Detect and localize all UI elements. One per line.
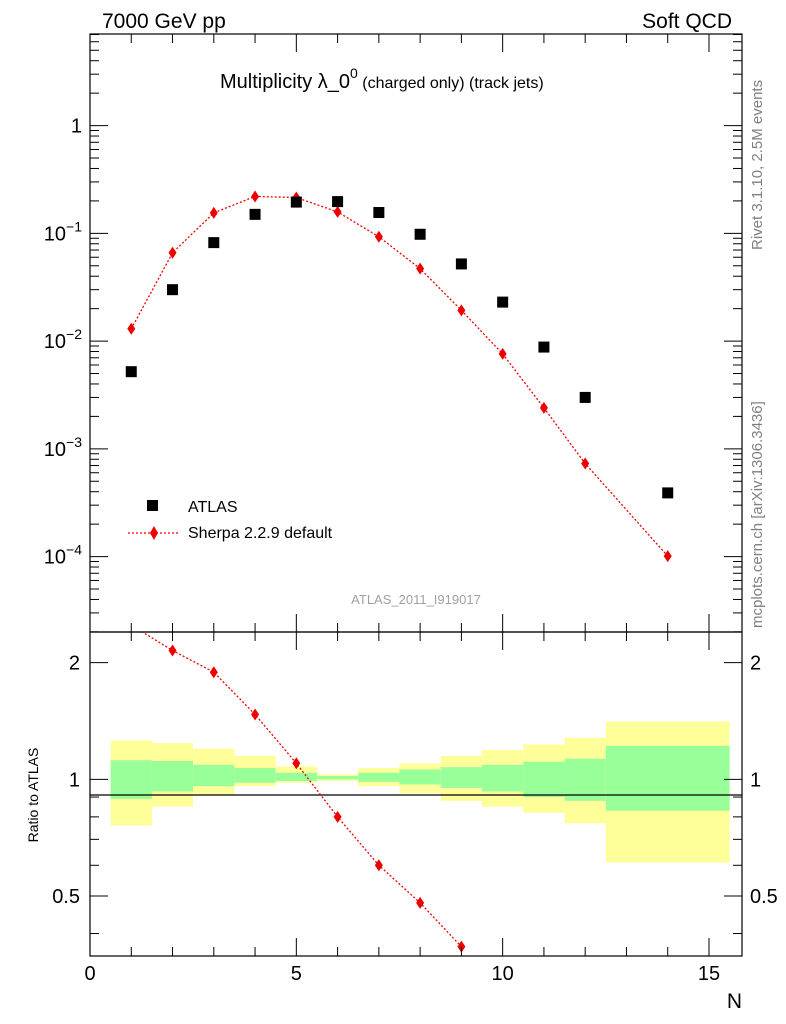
ratio-plot: 0 5 10 15 0.5 0.5 1 1 2 2 Ratio to ATLAS N (25, 631, 778, 1013)
main-ytick-exp: −1 (66, 218, 82, 234)
mc-point (581, 457, 590, 470)
legend-atlas-marker (147, 500, 158, 511)
mc-point (457, 304, 466, 317)
x-tick-label: 10 (492, 963, 514, 985)
ratio-mc-point (168, 644, 177, 657)
mc-point (127, 322, 136, 335)
ratio-series-layer (141, 632, 466, 953)
main-plot: 110−110−210−310−4 Multiplicity λ_00 (cha… (44, 33, 743, 633)
atlas-point (497, 296, 509, 308)
main-ytick-base: 10 (44, 223, 66, 245)
main-ytick-base: 10 (44, 547, 66, 569)
mc-point (663, 550, 672, 563)
band-inner (275, 772, 317, 782)
atlas-point (290, 196, 302, 208)
band-inner (358, 772, 400, 782)
main-series-layer (125, 190, 674, 563)
legend-mc-label: Sherpa 2.2.9 default (188, 525, 333, 542)
mc-point (498, 347, 507, 360)
main-ytick-base: 10 (44, 439, 66, 461)
band-inner (523, 761, 565, 798)
ratio-ytick-label-left: 1 (69, 769, 80, 791)
band-inner (110, 760, 152, 799)
mc-point (168, 246, 177, 259)
main-ytick-exp: −2 (66, 326, 82, 342)
band-inner (482, 764, 524, 792)
legend-atlas-label: ATLAS (188, 499, 238, 516)
ratio-ytick-label-right: 2 (750, 653, 761, 675)
atlas-point (167, 284, 179, 296)
band-inner (234, 767, 276, 783)
main-axis-ticks: 110−110−210−310−4 (44, 34, 742, 633)
main-ytick-label: 1 (71, 116, 82, 138)
band-inner (440, 767, 483, 788)
band-inner (151, 761, 194, 792)
ratio-ytick-label-right: 1 (750, 769, 761, 791)
mc-point (333, 205, 342, 218)
mc-point (251, 190, 260, 203)
ratio-mc-point (374, 859, 383, 872)
ratio-axis-ticks: 0 5 10 15 0.5 0.5 1 1 2 2 (52, 632, 778, 985)
ratio-ylabel: Ratio to ATLAS (25, 748, 41, 843)
ratio-mc-point (209, 666, 218, 679)
main-title-suffix: (charged only) (track jets) (358, 75, 544, 92)
atlas-point (662, 487, 674, 499)
mc-point (374, 230, 383, 243)
main-frame (89, 33, 743, 633)
atlas-point (538, 341, 550, 353)
band-inner (193, 764, 235, 787)
ratio-frame (89, 631, 743, 957)
ratio-ytick-label-left: 2 (69, 653, 80, 675)
main-ytick-label: 10−3 (44, 434, 82, 461)
atlas-point (455, 258, 467, 270)
ratio-ytick-label-right: 0.5 (750, 886, 778, 908)
band-inner (399, 769, 441, 785)
ratio-mc-group (141, 632, 466, 953)
header-left: 7000 GeV pp (102, 10, 226, 33)
ratio-mc-point (333, 810, 342, 823)
mcplots-label: mcplots.cern.ch [arXiv:1306.3436] (749, 401, 766, 628)
x-tick-label: 15 (698, 963, 720, 985)
x-axis-label: N (727, 990, 742, 1013)
main-ytick-base: 10 (44, 331, 66, 353)
atlas-point (125, 366, 137, 378)
atlas-point (414, 228, 426, 240)
ratio-mc-point (292, 757, 301, 770)
legend-mc-marker (150, 526, 158, 540)
main-ytick-label: 10−1 (44, 218, 82, 245)
band-inner (564, 758, 606, 801)
ratio-mc-point (457, 940, 466, 953)
atlas-point (208, 237, 220, 249)
ratio-ytick-label-left: 0.5 (52, 886, 80, 908)
analysis-watermark: ATLAS_2011_I919017 (351, 592, 481, 607)
main-ytick-base: 1 (71, 116, 82, 138)
atlas-point (373, 207, 385, 219)
header-right: Soft QCD (642, 10, 732, 33)
main-title-sup: 0 (350, 65, 358, 81)
ratio-mc-point (251, 708, 260, 721)
mc-point (416, 262, 425, 275)
band-inner (316, 775, 359, 780)
main-title-text: Multiplicity λ_0 (220, 71, 350, 93)
x-tick-label: 0 (84, 963, 95, 985)
ratio-mc-point (416, 896, 425, 909)
band-inner (605, 745, 730, 811)
main-ytick-label: 10−4 (44, 542, 82, 569)
atlas-point (249, 208, 261, 220)
legend: ATLAS Sherpa 2.2.9 default (128, 499, 333, 542)
rivet-label: Rivet 3.1.10, 2.5M events (749, 80, 766, 250)
main-title: Multiplicity λ_00 (charged only) (track … (220, 65, 544, 93)
x-tick-label: 5 (291, 963, 302, 985)
atlas-point (332, 196, 344, 208)
main-ytick-exp: −3 (66, 434, 82, 450)
ratio-uncertainty-bands (110, 721, 730, 863)
atlas-point (579, 391, 591, 403)
mc-point (539, 401, 548, 414)
main-ytick-exp: −4 (66, 542, 82, 558)
main-ytick-label: 10−2 (44, 326, 82, 353)
mc-point (209, 206, 218, 219)
